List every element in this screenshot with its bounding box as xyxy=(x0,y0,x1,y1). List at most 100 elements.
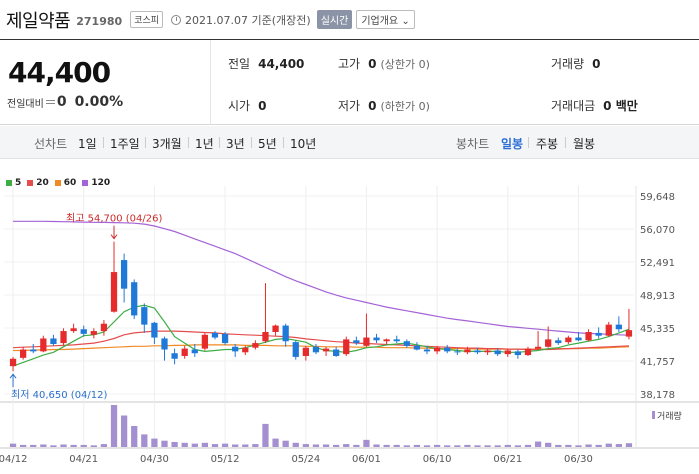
open-cell: 시가 0 xyxy=(228,97,266,114)
candle-body xyxy=(30,349,37,352)
volume-bar xyxy=(504,444,511,447)
period-1w[interactable]: 1주일 xyxy=(110,137,140,151)
price-summary: 44,400 전일대비 0 0.00% 전일 44,400 고가 0 (상한가 … xyxy=(0,39,699,125)
x-tick-label: 06/21 xyxy=(493,454,522,465)
volume-bar xyxy=(343,444,350,447)
market-badge: 코스피 xyxy=(130,11,164,28)
volume-bar xyxy=(171,441,178,447)
candle-body xyxy=(120,260,128,289)
candle-body xyxy=(605,324,612,336)
volume-bar xyxy=(292,442,299,447)
upper-limit: (상한가 0) xyxy=(380,57,430,71)
volume-bar xyxy=(252,444,259,447)
candle-body xyxy=(595,332,602,336)
legend-ma120: 120 xyxy=(82,178,110,188)
volume-bar xyxy=(232,444,239,447)
volume-bar xyxy=(100,444,108,447)
volume-bar xyxy=(363,439,370,447)
candle-body xyxy=(201,334,209,349)
candle-body xyxy=(211,332,219,338)
candle-body xyxy=(312,346,320,353)
volume-bar xyxy=(50,445,57,447)
legend-swatch-ma5 xyxy=(6,180,12,186)
candle-body xyxy=(9,358,17,367)
volume-bar xyxy=(423,445,431,447)
tab-weekly-candle[interactable]: 주봉 xyxy=(536,137,559,151)
change-percent: 0.00% xyxy=(74,94,124,110)
volume-bar xyxy=(565,444,572,447)
volume-bar xyxy=(514,445,522,447)
period-10y[interactable]: 10년 xyxy=(290,137,317,151)
period-3y[interactable]: 3년 xyxy=(226,137,245,151)
candle-body xyxy=(292,342,299,357)
low-cell: 저가 0 (하한가 0) xyxy=(338,97,430,114)
y-tick-label: 52,491 xyxy=(640,258,675,269)
tab-monthly-candle[interactable]: 월봉 xyxy=(573,137,596,151)
trade-value-label: 거래대금 xyxy=(551,99,596,113)
volume-bar xyxy=(625,443,633,447)
volume-bar xyxy=(534,441,542,447)
y-tick-label: 45,335 xyxy=(640,324,675,335)
x-tick-label: 04/12 xyxy=(0,454,27,465)
change-label: 전일대비 xyxy=(7,98,44,110)
clock-icon xyxy=(171,14,182,25)
high-arrow-head xyxy=(110,234,118,240)
volume-bar xyxy=(524,444,532,447)
volume-bar xyxy=(282,440,289,447)
volume-bar xyxy=(464,444,471,447)
candle-body xyxy=(545,339,552,347)
volume-bar xyxy=(181,442,188,447)
volume-bar xyxy=(403,445,410,447)
volume-bar xyxy=(9,443,17,447)
high-value: 0 xyxy=(368,56,377,71)
volume-bar xyxy=(90,445,97,447)
separator xyxy=(145,137,146,148)
candle-body xyxy=(555,340,562,344)
change-row: 전일대비 0 0.00% xyxy=(7,94,123,110)
candle-body xyxy=(413,345,421,350)
stock-name[interactable]: 제일약품 xyxy=(6,10,71,32)
legend-label-ma20: 20 xyxy=(36,178,49,188)
high-label: 고가 xyxy=(338,57,361,71)
low-arrow-head xyxy=(9,373,17,379)
candle-body xyxy=(50,338,57,344)
company-overview-dropdown[interactable]: 기업개요 ⌄ xyxy=(356,10,415,29)
candle-body xyxy=(161,338,168,350)
separator xyxy=(528,137,529,148)
volume-bar xyxy=(494,445,501,447)
candle-body xyxy=(110,272,118,312)
candle-body xyxy=(575,337,582,341)
legend-swatch-ma20 xyxy=(27,180,34,186)
realtime-button[interactable]: 실시간 xyxy=(316,10,353,29)
volume-bar xyxy=(131,426,138,447)
candle-body xyxy=(141,307,148,325)
tab-daily-candle[interactable]: 일봉 xyxy=(501,137,524,151)
moving-average-legend: 5 20 60 120 xyxy=(6,178,116,188)
separator xyxy=(103,137,104,148)
period-1d[interactable]: 1일 xyxy=(78,137,97,151)
volume-bar xyxy=(191,443,198,447)
candle-body xyxy=(484,350,491,353)
chart-toolbar: 선차트 1일 1주일 3개월 1년 3년 5년 10년 봉차트 일봉 주봉 월봉 xyxy=(0,126,699,159)
candle-body xyxy=(333,349,340,356)
candle-body xyxy=(373,337,380,341)
volume-bar xyxy=(474,445,481,447)
period-1y[interactable]: 1년 xyxy=(195,137,214,151)
period-5y[interactable]: 5년 xyxy=(258,137,277,151)
legend-label-ma5: 5 xyxy=(15,178,22,188)
trade-value-value: 0 백만 xyxy=(603,99,638,113)
candle-body xyxy=(343,339,350,355)
volume-bar xyxy=(353,444,360,447)
candle-body xyxy=(221,333,229,344)
current-price: 44,400 xyxy=(8,56,111,89)
y-tick-label: 38,178 xyxy=(640,390,675,401)
period-3m[interactable]: 3개월 xyxy=(152,137,182,151)
candle-body xyxy=(585,332,592,341)
volume-bar xyxy=(20,444,27,447)
y-tick-label: 56,070 xyxy=(640,225,675,236)
candle-body xyxy=(474,350,481,353)
volume-bar xyxy=(221,443,229,447)
candle-body xyxy=(151,322,158,338)
